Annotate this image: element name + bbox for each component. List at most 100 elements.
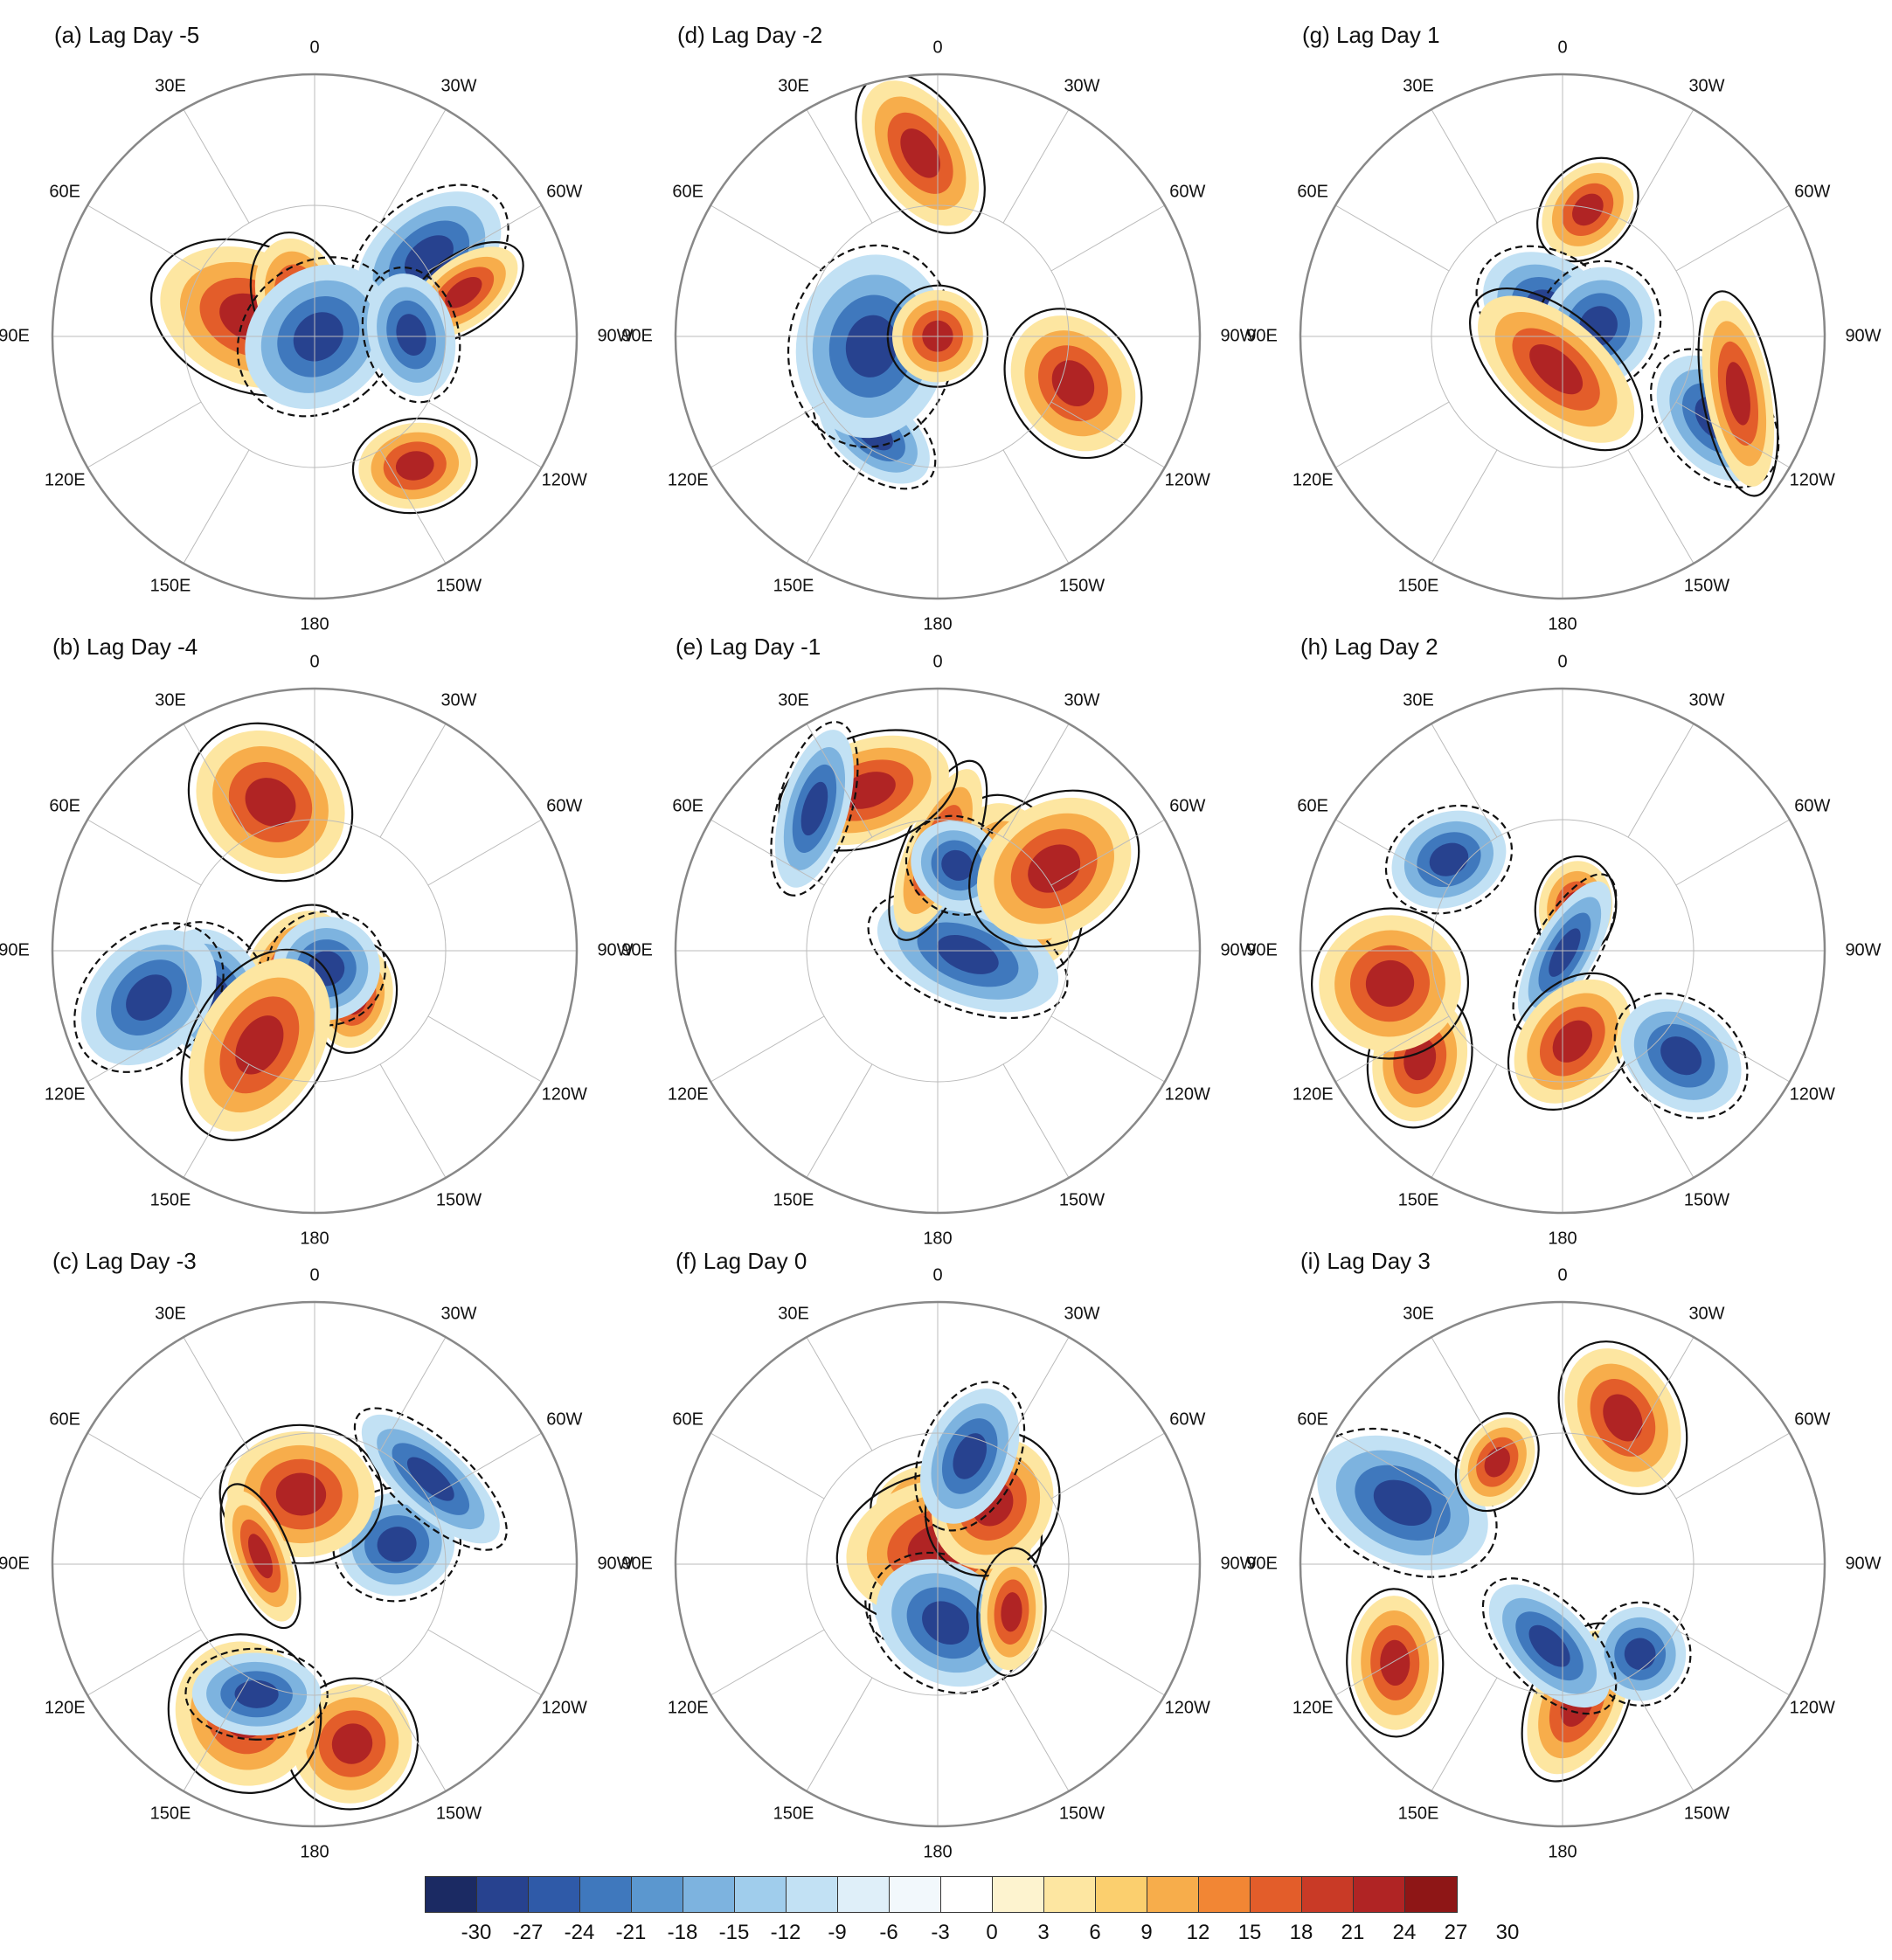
- colorbar-tick-label: -21: [615, 1921, 647, 1944]
- colorbar-tick-label: -18: [667, 1921, 698, 1944]
- longitude-label: 90W: [1845, 1554, 1882, 1574]
- longitude-label: 0: [1557, 652, 1568, 672]
- panel-title: (i) Lag Day 3: [1300, 1248, 1431, 1274]
- panel-title: (a) Lag Day -5: [54, 22, 200, 48]
- longitude-label: 120E: [44, 1698, 86, 1718]
- colorbar-tick-label: 3: [1037, 1921, 1050, 1944]
- longitude-label: 60E: [672, 796, 703, 816]
- longitude-label: 120W: [541, 470, 587, 490]
- longitude-label: 150W: [435, 576, 482, 596]
- colorbar-tick-label: -27: [512, 1921, 544, 1944]
- colorbar-cell: [632, 1877, 683, 1912]
- longitude-label: 120W: [1164, 1698, 1210, 1718]
- colorbar-tick-label: -6: [879, 1921, 898, 1944]
- colorbar-tick-label: -12: [770, 1921, 801, 1944]
- longitude-label: 90E: [621, 326, 653, 346]
- colorbar-cell: [890, 1877, 941, 1912]
- panel-map-1: [52, 74, 577, 599]
- panel-title: (e) Lag Day -1: [676, 634, 821, 660]
- panel-map-7: [1300, 74, 1825, 599]
- colorbar-tick-label: 18: [1289, 1921, 1313, 1944]
- longitude-label: 150E: [1397, 576, 1439, 596]
- colorbar-cell: [838, 1877, 890, 1912]
- longitude-label: 30E: [1403, 1304, 1434, 1324]
- longitude-label: 150W: [1683, 576, 1730, 596]
- colorbar-cell: [1354, 1877, 1405, 1912]
- longitude-label: 90W: [1220, 940, 1257, 960]
- colorbar-tick-label: -9: [828, 1921, 847, 1944]
- panel-title: (c) Lag Day -3: [52, 1248, 197, 1274]
- longitude-label: 0: [309, 652, 320, 672]
- longitude-label: 180: [300, 1842, 329, 1862]
- longitude-label: 60W: [1169, 182, 1206, 202]
- longitude-label: 30E: [778, 1304, 809, 1324]
- longitude-label: 60E: [1297, 1409, 1328, 1430]
- colorbar-tick-label: 15: [1237, 1921, 1262, 1944]
- longitude-label: 0: [1557, 38, 1568, 58]
- longitude-label: 180: [923, 614, 953, 634]
- longitude-label: 180: [1548, 614, 1577, 634]
- colorbar-cell: [1096, 1877, 1147, 1912]
- longitude-label: 30W: [1688, 76, 1725, 96]
- map-border: [1299, 1300, 1826, 1828]
- colorbar-cell: [993, 1877, 1044, 1912]
- panel-title: (f) Lag Day 0: [676, 1248, 807, 1274]
- longitude-label: 60E: [672, 1409, 703, 1430]
- longitude-label: 30W: [440, 690, 477, 710]
- longitude-label: 90W: [1220, 1554, 1257, 1574]
- longitude-label: 60W: [546, 1409, 583, 1430]
- longitude-label: 90E: [1246, 940, 1278, 960]
- colorbar-cell: [426, 1877, 477, 1912]
- map-border: [51, 687, 579, 1215]
- colorbar-tick-label: 9: [1140, 1921, 1153, 1944]
- colorbar-tick-label: -24: [564, 1921, 595, 1944]
- longitude-label: 180: [1548, 1229, 1577, 1249]
- longitude-label: 30E: [155, 76, 186, 96]
- panel-map-4: [676, 74, 1200, 599]
- longitude-label: 120E: [44, 1084, 86, 1105]
- longitude-label: 30W: [1688, 690, 1725, 710]
- colorbar-cell: [1405, 1877, 1457, 1912]
- longitude-label: 90W: [597, 940, 634, 960]
- colorbar-tick-label: 24: [1392, 1921, 1417, 1944]
- longitude-label: 150E: [1397, 1804, 1439, 1824]
- longitude-label: 120W: [541, 1084, 587, 1105]
- longitude-label: 150W: [1683, 1190, 1730, 1210]
- longitude-label: 120E: [1292, 1084, 1334, 1105]
- colorbar-tick-label: 27: [1444, 1921, 1468, 1944]
- longitude-label: 90E: [1246, 1554, 1278, 1574]
- longitude-label: 60W: [1794, 1409, 1831, 1430]
- longitude-label: 30E: [1403, 690, 1434, 710]
- colorbar-tick-label: 21: [1341, 1921, 1365, 1944]
- colorbar-cell: [1251, 1877, 1302, 1912]
- colorbar-tick-label: 12: [1186, 1921, 1210, 1944]
- colorbar-cell: [1199, 1877, 1251, 1912]
- longitude-label: 60E: [49, 182, 80, 202]
- colorbar-cell: [1044, 1877, 1096, 1912]
- longitude-label: 60W: [546, 182, 583, 202]
- longitude-label: 150E: [773, 1804, 814, 1824]
- longitude-label: 60E: [49, 1409, 80, 1430]
- longitude-label: 30E: [778, 690, 809, 710]
- longitude-label: 30E: [1403, 76, 1434, 96]
- longitude-label: 90W: [1845, 326, 1882, 346]
- longitude-label: 90E: [0, 326, 30, 346]
- longitude-label: 150E: [149, 1804, 191, 1824]
- longitude-label: 0: [932, 1265, 943, 1285]
- colorbar-tick-label: -3: [931, 1921, 950, 1944]
- longitude-label: 180: [923, 1842, 953, 1862]
- longitude-label: 150W: [1058, 576, 1105, 596]
- colorbar-cell: [580, 1877, 632, 1912]
- longitude-label: 90E: [0, 940, 30, 960]
- panel-title: (h) Lag Day 2: [1300, 634, 1438, 660]
- longitude-label: 150E: [773, 576, 814, 596]
- longitude-label: 60E: [1297, 796, 1328, 816]
- colorbar: [425, 1876, 1458, 1913]
- longitude-label: 180: [300, 1229, 329, 1249]
- longitude-label: 120E: [1292, 470, 1334, 490]
- panel-map-5: [676, 689, 1200, 1213]
- map-border: [51, 73, 579, 600]
- longitude-label: 0: [309, 1265, 320, 1285]
- colorbar-tick-label: 6: [1089, 1921, 1101, 1944]
